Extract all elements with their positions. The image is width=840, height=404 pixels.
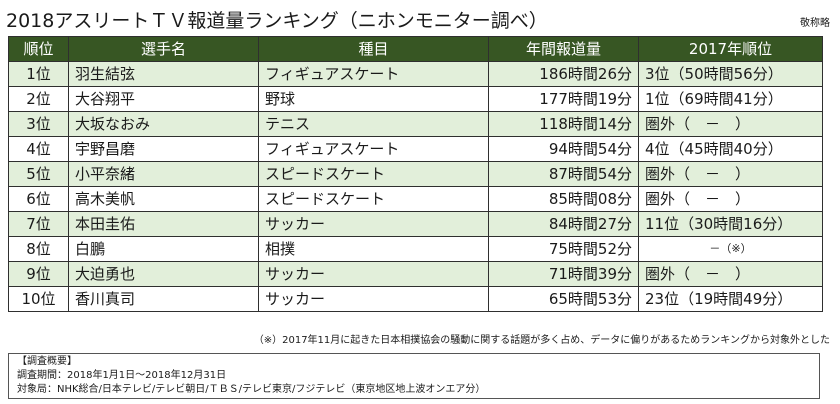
cell-name: 宇野昌磨 [68, 136, 259, 162]
header-rank: 順位 [8, 36, 69, 62]
survey-summary-box: 【調査概要】 調査期間：2018年1月1日～2018年12月31日 対象局：NH… [8, 353, 820, 399]
cell-prev: －（※） [638, 236, 823, 262]
summary-stations: 対象局：NHK総合/日本テレビ/テレビ朝日/ＴＢＳ/テレビ東京/フジテレビ（東京… [17, 384, 486, 395]
cell-name: 白鵬 [68, 236, 259, 262]
cell-sport: サッカー [258, 286, 489, 312]
cell-prev: 4位（45時間40分） [638, 136, 823, 162]
cell-sport: フィギュアスケート [258, 61, 489, 87]
table-row: 10位 香川真司 サッカー 65時間53分 23位（19時間49分） [8, 286, 823, 312]
cell-sport: 野球 [258, 86, 489, 112]
cell-rank: 2位 [8, 86, 69, 112]
table-row: 7位 本田圭佑 サッカー 84時間27分 11位（30時間16分） [8, 211, 823, 237]
cell-name: 本田圭佑 [68, 211, 259, 237]
cell-time: 94時間54分 [488, 136, 639, 162]
cell-prev: 11位（30時間16分） [638, 211, 823, 237]
table-row: 3位 大坂なおみ テニス 118時間14分 圏外（ － ） [8, 111, 823, 137]
cell-name: 大谷翔平 [68, 86, 259, 112]
table-row: 4位 宇野昌磨 フィギュアスケート 94時間54分 4位（45時間40分） [8, 136, 823, 162]
cell-sport: スピードスケート [258, 186, 489, 212]
cell-rank: 6位 [8, 186, 69, 212]
table-header-row: 順位 選手名 種目 年間報道量 2017年順位 [8, 36, 823, 62]
cell-name: 大坂なおみ [68, 111, 259, 137]
table-row: 2位 大谷翔平 野球 177時間19分 1位（69時間41分） [8, 86, 823, 112]
cell-prev: 23位（19時間49分） [638, 286, 823, 312]
cell-name: 大迫勇也 [68, 261, 259, 287]
cell-rank: 5位 [8, 161, 69, 187]
cell-rank: 10位 [8, 286, 69, 312]
cell-time: 71時間39分 [488, 261, 639, 287]
table-row: 9位 大迫勇也 サッカー 71時間39分 圏外（ － ） [8, 261, 823, 287]
cell-rank: 1位 [8, 61, 69, 87]
summary-period: 調査期間：2018年1月1日～2018年12月31日 [17, 370, 227, 381]
table-row: 5位 小平奈緒 スピードスケート 87時間54分 圏外（ － ） [8, 161, 823, 187]
cell-rank: 4位 [8, 136, 69, 162]
cell-sport: テニス [258, 111, 489, 137]
cell-prev: 1位（69時間41分） [638, 86, 823, 112]
cell-time: 85時間08分 [488, 186, 639, 212]
cell-sport: サッカー [258, 261, 489, 287]
cell-sport: フィギュアスケート [258, 136, 489, 162]
header-sport: 種目 [258, 36, 489, 62]
cell-time: 84時間27分 [488, 211, 639, 237]
footnote: （※）2017年11月に起きた日本相撲協会の騒動に関する話題が多く占め、データに… [253, 335, 830, 346]
cell-time: 87時間54分 [488, 161, 639, 187]
ranking-table: 順位 選手名 種目 年間報道量 2017年順位 1位 羽生結弦 フィギュアスケー… [8, 36, 823, 312]
cell-sport: 相撲 [258, 236, 489, 262]
cell-time: 65時間53分 [488, 286, 639, 312]
cell-sport: サッカー [258, 211, 489, 237]
cell-name: 羽生結弦 [68, 61, 259, 87]
cell-prev: 3位（50時間56分） [638, 61, 823, 87]
cell-time: 186時間26分 [488, 61, 639, 87]
table-row: 6位 高木美帆 スピードスケート 85時間08分 圏外（ － ） [8, 186, 823, 212]
cell-time: 75時間52分 [488, 236, 639, 262]
header-name: 選手名 [68, 36, 259, 62]
cell-rank: 7位 [8, 211, 69, 237]
cell-rank: 8位 [8, 236, 69, 262]
cell-name: 高木美帆 [68, 186, 259, 212]
cell-rank: 9位 [8, 261, 69, 287]
cell-sport: スピードスケート [258, 161, 489, 187]
cell-rank: 3位 [8, 111, 69, 137]
summary-heading: 【調査概要】 [17, 356, 77, 367]
cell-time: 118時間14分 [488, 111, 639, 137]
cell-prev: 圏外（ － ） [638, 111, 823, 137]
table-row: 1位 羽生結弦 フィギュアスケート 186時間26分 3位（50時間56分） [8, 61, 823, 87]
cell-time: 177時間19分 [488, 86, 639, 112]
cell-name: 香川真司 [68, 286, 259, 312]
cell-name: 小平奈緒 [68, 161, 259, 187]
cell-prev: 圏外（ － ） [638, 161, 823, 187]
header-prev: 2017年順位 [638, 36, 823, 62]
honorific-note: 敬称略 [800, 18, 830, 29]
cell-prev: 圏外（ － ） [638, 186, 823, 212]
table-row: 8位 白鵬 相撲 75時間52分 －（※） [8, 236, 823, 262]
header-time: 年間報道量 [488, 36, 639, 62]
cell-prev: 圏外（ － ） [638, 261, 823, 287]
page-title: 2018アスリートＴＶ報道量ランキング（ニホンモニター調べ） [6, 10, 548, 32]
